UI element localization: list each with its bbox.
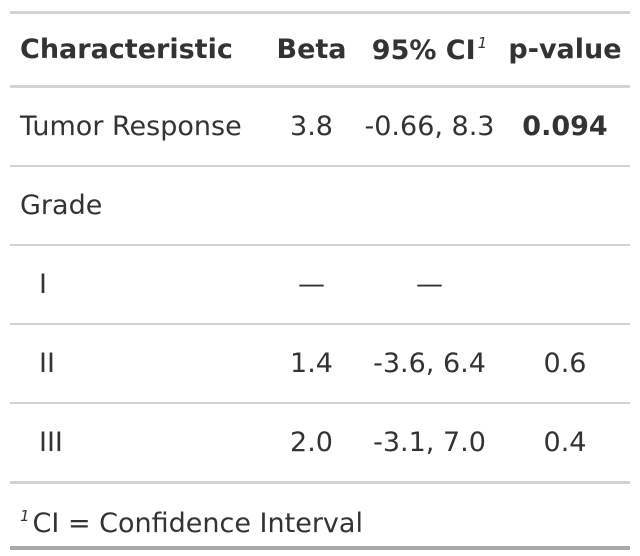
ci-cell <box>359 166 500 245</box>
beta-cell: 1.4 <box>290 348 333 379</box>
footnote-mark: 1 <box>20 507 30 525</box>
table-row-grade-iii: III 2.0 -3.1, 7.0 0.4 <box>10 403 630 483</box>
ci-cell: — <box>416 269 443 300</box>
row-label: Grade <box>20 190 103 221</box>
header-characteristic: Characteristic <box>20 34 233 65</box>
row-label: I <box>39 269 47 300</box>
beta-cell: 2.0 <box>290 427 333 458</box>
table-row-grade-i: I — — <box>10 245 630 324</box>
regression-table: Characteristic Beta 95% CI 1 p-value Tumo… <box>10 11 630 484</box>
pvalue-cell: 0.4 <box>543 427 587 458</box>
row-label: Tumor Response <box>20 111 242 142</box>
header-ci: 95% CI 1 <box>371 33 488 66</box>
pvalue-cell: 0.094 <box>522 111 608 142</box>
ci-cell: -0.66, 8.3 <box>364 111 495 142</box>
ci-footnote-mark: 1 <box>477 33 488 52</box>
beta-cell <box>264 166 359 245</box>
beta-cell: 3.8 <box>290 111 333 142</box>
table-header-row: Characteristic Beta 95% CI 1 p-value <box>10 12 630 87</box>
table-footnote: 1 CI = Confidence Interval <box>10 484 630 550</box>
pvalue-cell <box>500 245 630 324</box>
table-row-grade-ii: II 1.4 -3.6, 6.4 0.6 <box>10 324 630 403</box>
header-beta: Beta <box>276 34 347 65</box>
ci-cell: -3.1, 7.0 <box>373 427 486 458</box>
header-pvalue: p-value <box>508 34 622 65</box>
pvalue-cell: 0.6 <box>543 348 587 379</box>
beta-cell: — <box>298 269 325 300</box>
pvalue-cell <box>500 166 630 245</box>
table-row-tumor-response: Tumor Response 3.8 -0.66, 8.3 0.094 <box>10 87 630 166</box>
regression-table-container: Characteristic Beta 95% CI 1 p-value Tumo… <box>10 11 630 550</box>
row-label: III <box>39 427 63 458</box>
ci-cell: -3.6, 6.4 <box>373 348 486 379</box>
table-row-grade: Grade <box>10 166 630 245</box>
footnote-text: CI = Confidence Interval <box>32 508 363 539</box>
row-label: II <box>39 348 55 379</box>
